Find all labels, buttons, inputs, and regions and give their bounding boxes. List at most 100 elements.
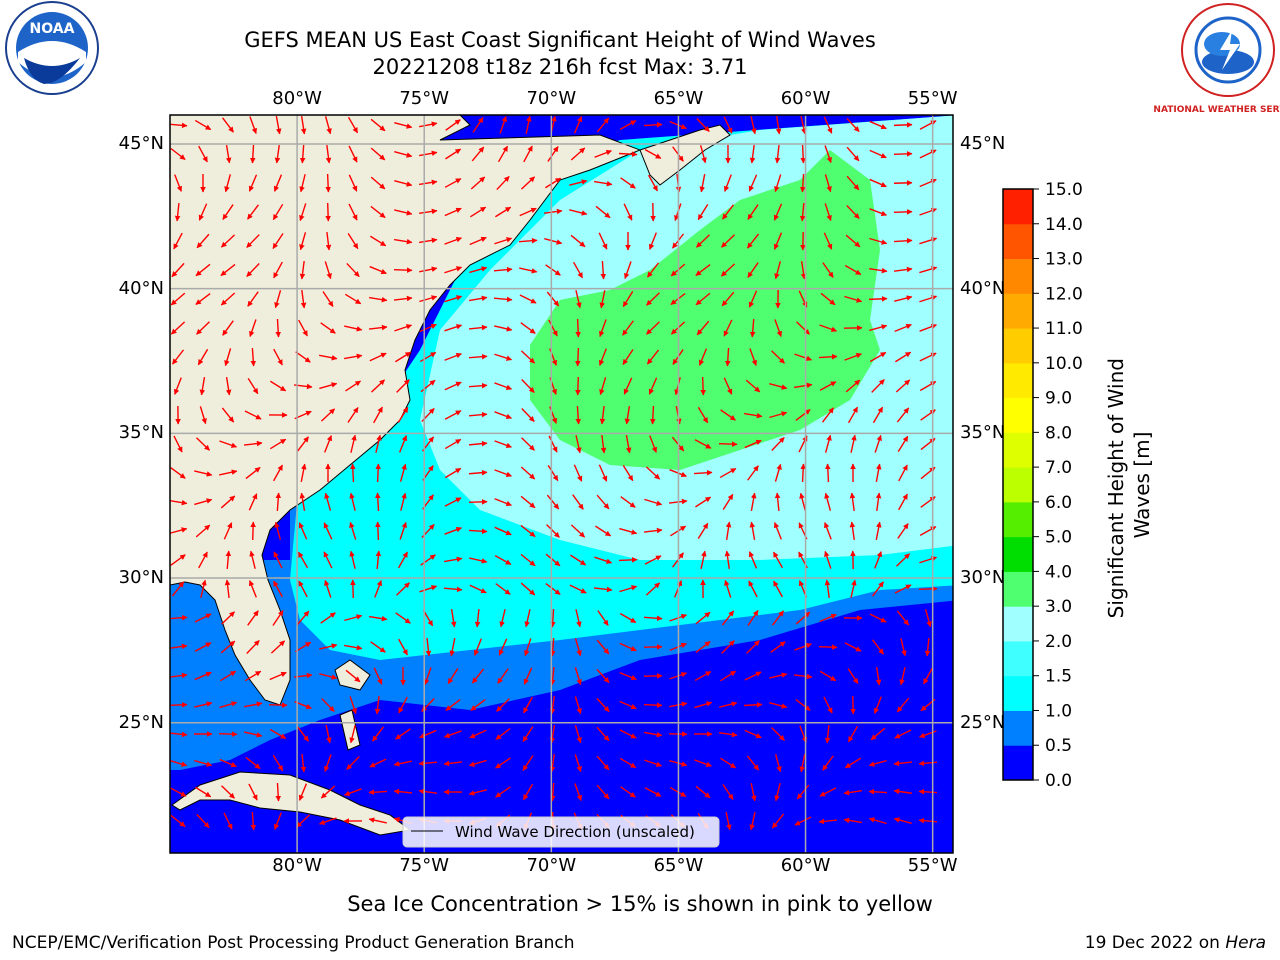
wave-arrow	[721, 610, 735, 626]
wave-arrow	[195, 263, 211, 277]
wave-arrow	[496, 698, 510, 712]
noaa-logo: NOAA	[5, 1, 99, 95]
wave-arrow	[823, 232, 833, 250]
colorbar-label: Significant Height of Wind Waves [m]	[1104, 352, 1154, 619]
wave-arrow	[248, 783, 258, 801]
wave-arrow	[548, 319, 558, 337]
wave-arrow	[745, 379, 761, 393]
colorbar-swatch	[1003, 606, 1033, 642]
wave-arrow	[520, 495, 536, 509]
wave-arrow	[644, 149, 662, 159]
noaa-logo-text: NOAA	[30, 21, 75, 37]
wave-arrow	[643, 702, 663, 709]
wave-arrow	[596, 494, 610, 510]
wave-arrow	[924, 609, 932, 628]
wave-arrow	[796, 321, 810, 335]
wave-arrow	[370, 176, 386, 190]
wave-arrow	[468, 353, 488, 360]
wave-arrow	[893, 760, 913, 767]
wave-arrow	[269, 728, 287, 740]
lon-tick-bottom: 75°W	[399, 855, 450, 876]
wave-arrow	[349, 696, 357, 715]
wave-arrow	[194, 470, 213, 477]
wave-arrow	[844, 264, 862, 276]
wave-arrow	[369, 265, 387, 275]
wave-arrow	[693, 469, 713, 476]
wave-arrow	[719, 701, 738, 708]
wave-arrow	[749, 144, 756, 164]
wave-arrow	[918, 817, 938, 824]
wave-arrow	[624, 261, 632, 280]
wave-arrow	[324, 435, 333, 453]
wave-arrow	[723, 377, 733, 395]
wave-arrow	[799, 492, 806, 511]
wave-arrow	[450, 609, 457, 628]
wave-arrow	[894, 729, 912, 739]
wave-arrow	[325, 231, 332, 251]
colorbar-swatch	[1003, 536, 1033, 572]
wave-arrow	[720, 757, 737, 769]
wave-arrow	[495, 757, 511, 769]
wave-arrow	[923, 667, 933, 685]
colorbar-tick-label: 9.0	[1045, 389, 1072, 409]
wave-arrow	[222, 320, 234, 336]
wave-arrow	[900, 638, 907, 657]
wave-arrow	[300, 115, 307, 135]
wave-arrow	[520, 176, 536, 190]
wave-arrow	[846, 175, 860, 191]
wave-arrow	[548, 435, 558, 453]
wave-arrow	[225, 550, 232, 570]
wave-arrow	[599, 290, 606, 309]
wave-arrow	[370, 118, 386, 132]
wave-arrow	[375, 550, 382, 570]
wave-arrow	[218, 731, 238, 737]
wave-arrow	[622, 320, 634, 336]
wave-arrow	[771, 610, 785, 626]
wave-arrow	[919, 208, 938, 216]
wave-arrow	[575, 609, 582, 628]
wave-arrow	[575, 435, 582, 454]
wave-arrow	[794, 382, 813, 389]
wave-arrow	[322, 291, 334, 307]
wave-arrow	[522, 726, 534, 743]
wave-arrow	[493, 266, 513, 273]
wave-arrow	[194, 759, 213, 767]
wave-arrow	[724, 550, 731, 570]
wave-arrow	[619, 585, 638, 593]
wave-arrow	[348, 145, 358, 163]
colorbar-label-line1: Significant Height of Wind	[1104, 358, 1128, 618]
wave-arrow	[494, 440, 512, 449]
wave-arrow	[394, 209, 413, 216]
wave-arrow	[396, 379, 410, 393]
wave-arrow	[800, 463, 806, 483]
wave-arrow	[349, 463, 356, 483]
map-gridlines	[170, 115, 953, 853]
nws-logo: NATIONAL WEATHER SERVICE	[1153, 3, 1280, 115]
wave-arrow	[774, 783, 781, 802]
wave-arrow	[246, 263, 260, 277]
wave-arrow	[869, 178, 887, 188]
wave-arrow	[823, 522, 832, 540]
wave-arrow	[369, 296, 388, 303]
wave-arrow	[919, 266, 938, 274]
wave-arrow	[793, 673, 813, 680]
wave-arrow	[295, 351, 311, 363]
wave-arrow	[546, 494, 560, 510]
wave-arrow	[595, 205, 611, 219]
wave-arrow	[549, 753, 556, 773]
wave-arrow	[444, 324, 463, 332]
wave-arrow	[519, 294, 537, 304]
wave-arrow	[449, 638, 456, 657]
wave-arrow	[219, 469, 238, 476]
lat-tick-right: 40°N	[960, 277, 1006, 299]
wave-arrow	[596, 726, 610, 742]
wave-arrow	[824, 145, 832, 164]
wave-arrow	[898, 464, 908, 482]
wave-arrow	[699, 174, 706, 193]
wave-arrow	[775, 115, 782, 135]
wave-arrow	[369, 758, 387, 768]
wave-arrow	[774, 492, 781, 512]
wave-arrow	[598, 348, 607, 366]
wave-arrow	[346, 756, 360, 770]
wave-arrow	[419, 150, 438, 157]
